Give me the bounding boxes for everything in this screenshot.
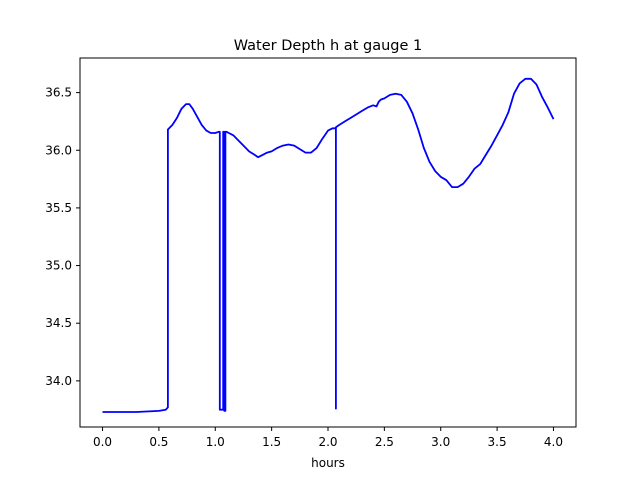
x-tick-label: 2.0 xyxy=(318,435,337,449)
x-axis-ticks: 0.0 0.5 1.0 1.5 2.0 2.5 3.0 3.5 4.0 xyxy=(93,427,563,449)
x-tick-label: 2.5 xyxy=(375,435,394,449)
series-layer xyxy=(102,77,555,413)
y-tick-label: 35.5 xyxy=(45,201,72,215)
x-tick-label: 0.0 xyxy=(93,435,112,449)
x-tick-label: 3.5 xyxy=(488,435,507,449)
chart-title: Water Depth h at gauge 1 xyxy=(234,38,422,54)
y-tick-label: 34.5 xyxy=(45,316,72,330)
y-tick-label: 34.0 xyxy=(45,374,72,388)
y-tick-label: 36.0 xyxy=(45,143,72,157)
y-tick-label: 36.5 xyxy=(45,86,72,100)
series-line-1 xyxy=(102,77,555,413)
x-tick-label: 3.0 xyxy=(431,435,450,449)
x-tick-label: 1.5 xyxy=(262,435,281,449)
y-axis-ticks: 34.0 34.5 35.0 35.5 36.0 36.5 xyxy=(45,86,80,388)
x-tick-label: 0.5 xyxy=(149,435,168,449)
y-tick-label: 35.0 xyxy=(45,259,72,273)
x-tick-label: 1.0 xyxy=(206,435,225,449)
x-axis-label: hours xyxy=(311,456,345,470)
x-tick-label: 4.0 xyxy=(544,435,563,449)
